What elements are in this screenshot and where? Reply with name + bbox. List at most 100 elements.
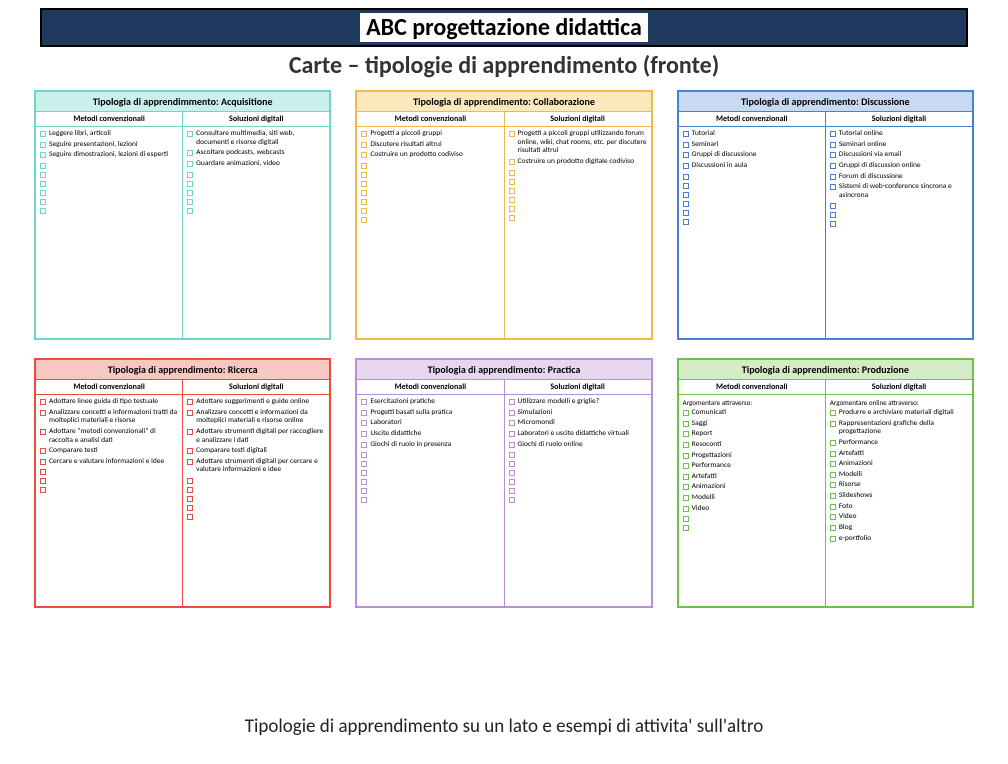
checkbox-icon: [830, 152, 836, 158]
checkbox-icon: [361, 452, 367, 458]
checkbox-icon: [830, 504, 836, 510]
list-item-blank: [187, 198, 325, 205]
column-label-right: Soluzioni digitali: [183, 380, 329, 394]
column-label-left: Metodi convenzionali: [679, 380, 826, 394]
list-item-blank: [361, 487, 499, 494]
card-subheader: Metodi convenzionaliSoluzioni digitali: [36, 380, 329, 395]
list-item-blank: [40, 162, 178, 169]
card-column-left: TutorialSeminariGruppi di discussioneDis…: [679, 127, 826, 338]
list-item-text: Micromondi: [518, 419, 555, 428]
checkbox-icon: [683, 174, 689, 180]
checkbox-icon: [830, 184, 836, 190]
checkbox-icon: [361, 172, 367, 178]
list-item-text: Animazioni: [839, 460, 873, 469]
checkbox-icon: [683, 142, 689, 148]
list-item: e-portfolio: [830, 535, 968, 544]
list-item-text: Video: [839, 513, 857, 522]
list-item-blank: [361, 189, 499, 196]
checkbox-icon: [509, 488, 515, 494]
checkbox-icon: [361, 399, 367, 405]
card-subheader: Metodi convenzionaliSoluzioni digitali: [679, 112, 972, 127]
card-column-right: Progetti a piccoli gruppi utilizzando fo…: [505, 127, 651, 338]
list-item-blank: [509, 196, 647, 203]
list-item: Leggere libri, articoli: [40, 130, 178, 139]
checkbox-icon: [683, 431, 689, 437]
footer-text: Tipologie di apprendimento su un lato e …: [0, 715, 1008, 738]
checkbox-icon: [40, 131, 46, 137]
card-body: Adottare linee guida di tipo testualeAna…: [36, 395, 329, 606]
checkbox-icon: [361, 479, 367, 485]
checkbox-icon: [683, 192, 689, 198]
list-item-blank: [683, 182, 821, 189]
column-label-left: Metodi convenzionali: [36, 112, 183, 126]
list-item-text: Progetti a piccoli gruppi: [370, 130, 442, 139]
checkbox-icon: [509, 420, 515, 426]
list-item-text: Seguire presentazioni, lezioni: [49, 141, 138, 150]
checkbox-icon: [40, 208, 46, 214]
list-item-text: Comparare testi: [49, 447, 98, 456]
learning-card: Tipologia di apprendimento: RicercaMetod…: [34, 358, 331, 608]
list-item: Gruppi di discussione: [683, 151, 821, 160]
card-column-left: Adottare linee guida di tipo testualeAna…: [36, 395, 183, 606]
checkbox-icon: [187, 172, 193, 178]
card-title: Tipologia di apprendimento: Ricerca: [36, 360, 329, 380]
list-item: Discussioni in aula: [683, 162, 821, 171]
list-item: Progetti a piccoli gruppi utilizzando fo…: [509, 130, 647, 156]
list-item: Adottare strumenti digitali per raccogli…: [187, 428, 325, 445]
list-item: Seguire presentazioni, lezioni: [40, 141, 178, 150]
checkbox-icon: [187, 199, 193, 205]
list-item: Forum di discussione: [830, 173, 968, 182]
list-item-text: Guardare animazioni, video: [196, 160, 280, 169]
list-item-blank: [187, 189, 325, 196]
column-label-left: Metodi convenzionali: [36, 380, 183, 394]
card-body: Esercitazioni praticheProgetti basati su…: [357, 395, 650, 606]
list-item: Uscite didattiche: [361, 430, 499, 439]
list-item-text: Blog: [839, 524, 852, 533]
checkbox-icon: [683, 183, 689, 189]
list-item: Comparare testi: [40, 447, 178, 456]
list-item: Progettazioni: [683, 452, 821, 461]
list-item-blank: [40, 171, 178, 178]
list-item-blank: [361, 469, 499, 476]
card-title: Tipologia di apprendimento: Collaborazio…: [357, 92, 650, 112]
list-item-blank: [683, 209, 821, 216]
card-subheader: Metodi convenzionaliSoluzioni digitali: [357, 380, 650, 395]
list-item: Slideshows: [830, 492, 968, 501]
list-item-text: Discussioni via email: [839, 151, 901, 160]
checkbox-icon: [361, 470, 367, 476]
list-item-blank: [683, 218, 821, 225]
checkbox-icon: [683, 506, 689, 512]
list-item-text: Giochi di ruolo in presenza: [370, 441, 451, 450]
list-item: Video: [683, 505, 821, 514]
list-item-blank: [683, 515, 821, 522]
checkbox-icon: [187, 478, 193, 484]
list-item-blank: [830, 202, 968, 209]
column-label-right: Soluzioni digitali: [826, 380, 972, 394]
list-item-text: Gruppi di discussione: [692, 151, 757, 160]
checkbox-icon: [830, 536, 836, 542]
list-item-blank: [683, 173, 821, 180]
checkbox-icon: [187, 410, 193, 416]
list-item: Artefatti: [830, 450, 968, 459]
checkbox-icon: [509, 215, 515, 221]
list-item-text: Comparare testi digitali: [196, 447, 267, 456]
list-item-text: Analizzare concetti e informazioni tratt…: [49, 409, 178, 426]
checkbox-icon: [40, 142, 46, 148]
checkbox-icon: [509, 159, 515, 165]
checkbox-icon: [187, 459, 193, 465]
checkbox-icon: [40, 429, 46, 435]
column-label-right: Soluzioni digitali: [505, 112, 651, 126]
list-item: Risorse: [830, 481, 968, 490]
list-item-blank: [187, 504, 325, 511]
checkbox-icon: [187, 161, 193, 167]
card-title: Tipologia di apprendimento: Practica: [357, 360, 650, 380]
checkbox-icon: [187, 496, 193, 502]
card-column-left: Progetti a piccoli gruppiDiscutere risul…: [357, 127, 504, 338]
checkbox-icon: [40, 190, 46, 196]
list-item: Seguire dimostrazioni, lezioni di espert…: [40, 151, 178, 160]
list-item-blank: [40, 207, 178, 214]
list-item-text: e-portfolio: [839, 535, 871, 544]
list-item: Adottare suggerimenti e guide online: [187, 398, 325, 407]
list-item-blank: [40, 189, 178, 196]
cards-grid: Tipologia di apprendimmento: Acquisition…: [0, 90, 1008, 608]
